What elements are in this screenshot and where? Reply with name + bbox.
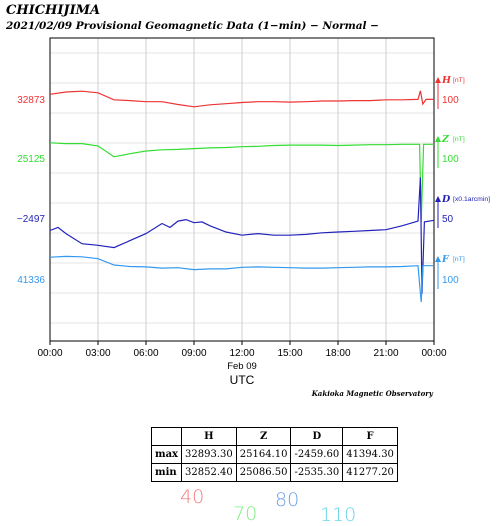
series-F-unit: [nT]: [453, 256, 465, 263]
series-Z-scale-value: 100: [442, 154, 459, 165]
observatory-credit: Kakioka Magnetic Observatory: [311, 389, 434, 398]
series-F-arrow-icon: [435, 256, 441, 262]
series-H-unit: [nT]: [453, 77, 465, 84]
table-cell: 41394.30: [342, 445, 398, 464]
table-cell: -2459.60: [290, 445, 344, 464]
series-D-unit: [x0.1arcmin]: [453, 196, 490, 203]
series-Z-arrow-icon: [435, 136, 441, 142]
x-date-label: Feb 09: [227, 361, 257, 372]
series-H-arrow-icon: [435, 77, 441, 83]
x-axis-ticks: 00:00 03:00 06:00 09:00 12:00 15:00 18:00 21:00…: [37, 341, 447, 359]
x-tick-label: 09:00: [181, 348, 206, 359]
series-H-name: H: [441, 75, 452, 86]
series-lines: [49, 90, 435, 303]
series-H-scale-value: 100: [442, 95, 459, 106]
table-row: max 32893.30 25164.10 -2459.60 41394.30: [150, 445, 398, 464]
x-tick-label: 15:00: [277, 348, 302, 359]
table-cell: 25086.50: [235, 463, 292, 482]
series-D-baseline-value: −2497: [17, 214, 46, 225]
grid-lines: [50, 38, 434, 341]
table-corner-cell: [150, 427, 183, 446]
series-Z-unit: [nT]: [453, 136, 465, 143]
table-cell: 25164.10: [235, 445, 292, 464]
x-tick-label: 00:00: [37, 348, 62, 359]
chart-subtitle: 2021/02/09 Provisional Geomagnetic Data …: [6, 20, 379, 32]
table-cell: 32893.30: [181, 445, 237, 464]
table-row-label: max: [150, 445, 183, 464]
table-column-header: Z: [235, 427, 292, 446]
station-name: CHICHIJIMA: [6, 3, 101, 18]
x-tick-label: 18:00: [325, 348, 350, 359]
x-tick-label: 06:00: [133, 348, 158, 359]
handwritten-note: 110: [320, 504, 357, 526]
table-cell: -2535.30: [290, 463, 344, 482]
table-column-header: D: [290, 427, 344, 446]
table-row-label: min: [150, 463, 183, 482]
series-Z-baseline-value: 25125: [17, 154, 45, 165]
series-H-baseline-value: 32873: [17, 95, 45, 106]
table-column-header: F: [342, 427, 398, 446]
magnetogram-chart: 00:00 03:00 06:00 09:00 12:00 15:00 18:00 21:00…: [17, 37, 490, 398]
series-D-arrow-icon: [435, 196, 441, 202]
table-row: min 32852.40 25086.50 -2535.30 41277.20: [150, 463, 398, 482]
table-cell: 41277.20: [342, 463, 398, 482]
handwritten-note: 40: [180, 486, 205, 508]
series-D-scale-value: 50: [442, 214, 454, 225]
series-Z-name: Z: [441, 134, 450, 145]
table-cell: 32852.40: [181, 463, 237, 482]
x-tick-label: 03:00: [85, 348, 110, 359]
extremes-table: H Z D F max 32893.30 25164.10 -2459.60 4…: [150, 427, 398, 482]
series-D-line: [49, 177, 435, 294]
table-column-header: H: [181, 427, 237, 446]
series-Z-line: [49, 142, 434, 223]
series-H-line: [49, 90, 434, 108]
series-F-scale-value: 100: [442, 275, 459, 286]
x-tick-label: 21:00: [373, 348, 398, 359]
x-tick-label: 12:00: [229, 348, 254, 359]
series-D-name: D: [441, 194, 451, 205]
table-header-row: H Z D F: [150, 427, 398, 446]
series-F-line: [49, 255, 434, 303]
handwritten-note: 70: [233, 503, 258, 525]
x-axis-title: UTC: [230, 373, 255, 387]
series-F-baseline-value: 41336: [17, 275, 45, 286]
handwritten-note: 80: [275, 489, 300, 511]
x-tick-label: 00:00: [421, 348, 446, 359]
series-F-name: F: [441, 254, 450, 265]
